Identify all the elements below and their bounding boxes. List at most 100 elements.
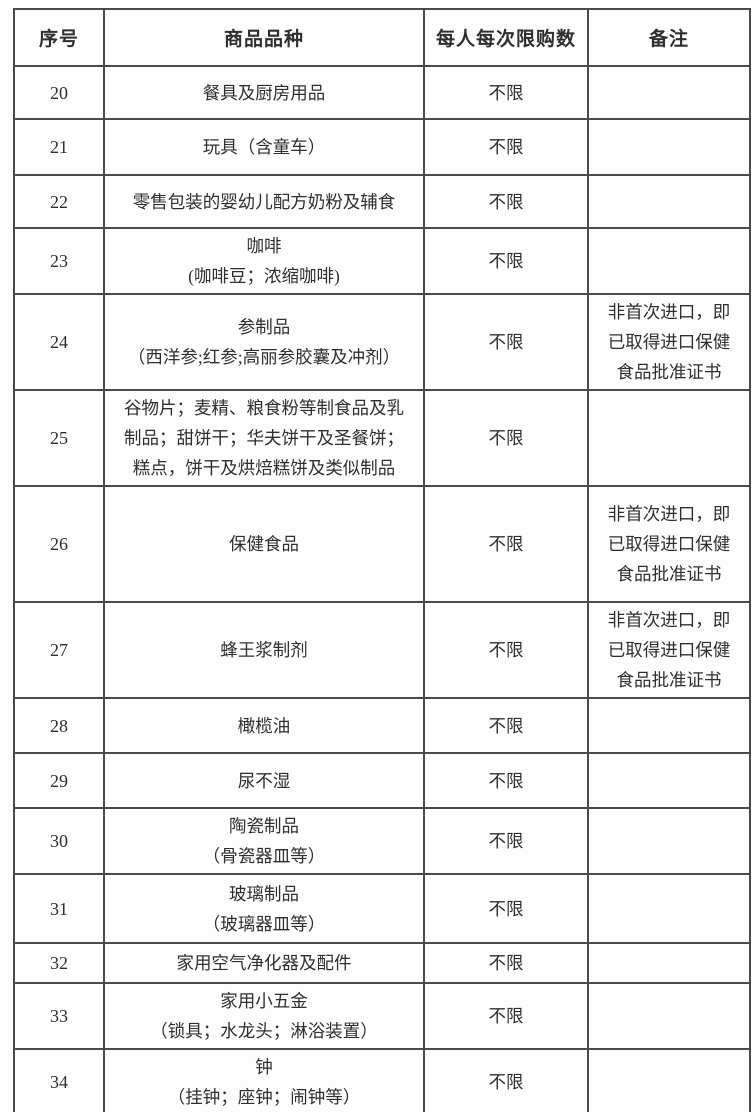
cell-line: （骨瓷器皿等） (202, 846, 326, 866)
cell-limit: 不限 (423, 174, 589, 229)
cell-line: 不限 (488, 428, 524, 448)
cell-line: 保健食品 (229, 534, 299, 554)
cell-product: 家用空气净化器及配件 (103, 942, 425, 984)
table-row: 25 谷物片；麦精、粮食粉等制食品及乳 制品；甜饼干；华夫饼干及圣餐饼； 糕点，饼干及… (13, 389, 751, 487)
table-row: 22 零售包装的婴幼儿配方奶粉及辅食 不限 (13, 174, 751, 229)
cell-limit: 不限 (423, 293, 589, 391)
cell-serial-number: 31 (13, 873, 105, 944)
table-row: 33 家用小五金 （锁具；水龙头；淋浴装置） 不限 (13, 982, 751, 1050)
cell-serial-number: 27 (13, 601, 105, 699)
cell-serial-number: 26 (13, 485, 105, 603)
cell-line: 不限 (488, 332, 524, 352)
cell-serial-number: 32 (13, 942, 105, 984)
cell-product: 参制品 （西洋参;红参;高丽参胶囊及冲剂） (103, 293, 425, 391)
cell-line: 非首次进口，即 (607, 504, 731, 524)
table-row: 27 蜂王浆制剂 不限 非首次进口，即 已取得进口保健 食品批准证书 (13, 601, 751, 699)
cell-line: 不限 (488, 137, 524, 157)
cell-serial-number: 34 (13, 1048, 105, 1112)
cell-line: 不限 (488, 898, 524, 919)
col-header-purchase-limit: 每人每次限购数 (423, 8, 589, 67)
cell-line: 餐具及厨房用品 (202, 82, 326, 103)
cell-serial-number: 24 (13, 293, 105, 391)
cell-line: 30 (50, 831, 68, 851)
cell-limit: 不限 (423, 873, 589, 944)
cell-line: 21 (50, 137, 68, 157)
cell-line: 食品批准证书 (616, 564, 722, 584)
cell-remark (587, 697, 751, 754)
cell-line: 28 (50, 715, 68, 736)
cell-line: 钟 (255, 1057, 273, 1077)
cell-line: 29 (50, 770, 68, 791)
cell-limit: 不限 (423, 982, 589, 1050)
cell-limit: 不限 (423, 389, 589, 487)
table-row: 31 玻璃制品 （玻璃器皿等） 不限 (13, 873, 751, 944)
cell-remark: 非首次进口，即 已取得进口保健 食品批准证书 (587, 293, 751, 391)
table-row: 30 陶瓷制品 （骨瓷器皿等） 不限 (13, 807, 751, 875)
cell-limit: 不限 (423, 601, 589, 699)
cell-product: 保健食品 (103, 485, 425, 603)
cell-serial-number: 29 (13, 752, 105, 809)
table-header-row: 序号 商品品种 每人每次限购数 备注 (13, 8, 751, 67)
cell-serial-number: 20 (13, 65, 105, 120)
cell-serial-number: 21 (13, 118, 105, 176)
cell-line: 非首次进口，即 (607, 302, 731, 322)
cell-remark (587, 389, 751, 487)
cell-product: 蜂王浆制剂 (103, 601, 425, 699)
cell-remark (587, 1048, 751, 1112)
cell-line: 不限 (488, 715, 524, 736)
cell-product: 橄榄油 (103, 697, 425, 754)
cell-line: 不限 (488, 1006, 524, 1026)
cell-line: 谷物片；麦精、粮食粉等制食品及乳 (124, 398, 404, 418)
col-header-serial-number: 序号 (13, 8, 105, 67)
cell-product: 零售包装的婴幼儿配方奶粉及辅食 (103, 174, 425, 229)
cell-product: 玩具（含童车） (103, 118, 425, 176)
table-row: 23 咖啡 (咖啡豆；浓缩咖啡) 不限 (13, 227, 751, 295)
table-body: 20 餐具及厨房用品 不限 21 玩具（含童车） 不限 22 零售包装的婴幼儿配方奶粉及辅食不… (13, 65, 751, 1112)
cell-product: 家用小五金 （锁具；水龙头；淋浴装置） (103, 982, 425, 1050)
cell-limit: 不限 (423, 65, 589, 120)
cell-product: 餐具及厨房用品 (103, 65, 425, 120)
cell-line: 零售包装的婴幼儿配方奶粉及辅食 (132, 191, 396, 212)
cell-serial-number: 23 (13, 227, 105, 295)
cell-serial-number: 22 (13, 174, 105, 229)
cell-remark (587, 873, 751, 944)
cell-line: 不限 (488, 251, 524, 271)
cell-line: 不限 (488, 534, 524, 554)
cell-product: 咖啡 (咖啡豆；浓缩咖啡) (103, 227, 425, 295)
table-row: 29 尿不湿 不限 (13, 752, 751, 809)
cell-serial-number: 30 (13, 807, 105, 875)
cell-line: 26 (50, 534, 68, 554)
cell-line: 24 (50, 332, 68, 352)
cell-line: 不限 (488, 953, 524, 973)
cell-line: 尿不湿 (237, 770, 291, 791)
cell-line: 23 (50, 251, 68, 271)
cell-line: 不限 (488, 82, 524, 103)
table-row: 32 家用空气净化器及配件 不限 (13, 942, 751, 984)
cell-line: 参制品 (237, 317, 291, 337)
cell-product: 陶瓷制品 （骨瓷器皿等） (103, 807, 425, 875)
goods-limit-table: 序号 商品品种 每人每次限购数 备注 20 餐具及厨房用品 不限 21 玩具（含童车）不… (13, 8, 751, 1112)
cell-line: 已取得进口保健 (607, 640, 731, 660)
cell-line: （锁具；水龙头；淋浴装置） (150, 1021, 378, 1041)
cell-line: 不限 (488, 640, 524, 660)
cell-limit: 不限 (423, 752, 589, 809)
cell-line: 咖啡 (246, 236, 282, 256)
cell-remark (587, 982, 751, 1050)
cell-line: (咖啡豆；浓缩咖啡) (188, 266, 340, 286)
col-header-remark: 备注 (587, 8, 751, 67)
cell-limit: 不限 (423, 227, 589, 295)
cell-line: 不限 (488, 831, 524, 851)
cell-limit: 不限 (423, 942, 589, 984)
cell-line: 34 (50, 1072, 68, 1092)
cell-product: 玻璃制品 （玻璃器皿等） (103, 873, 425, 944)
cell-limit: 不限 (423, 1048, 589, 1112)
table-row: 20 餐具及厨房用品 不限 (13, 65, 751, 120)
cell-line: 制品；甜饼干；华夫饼干及圣餐饼； (124, 428, 404, 448)
cell-line: 已取得进口保健 (607, 332, 731, 352)
cell-line: 25 (50, 428, 68, 448)
cell-remark: 非首次进口，即 已取得进口保健 食品批准证书 (587, 601, 751, 699)
cell-line: 食品批准证书 (616, 362, 722, 382)
cell-serial-number: 25 (13, 389, 105, 487)
cell-limit: 不限 (423, 118, 589, 176)
cell-line: 20 (50, 82, 68, 103)
